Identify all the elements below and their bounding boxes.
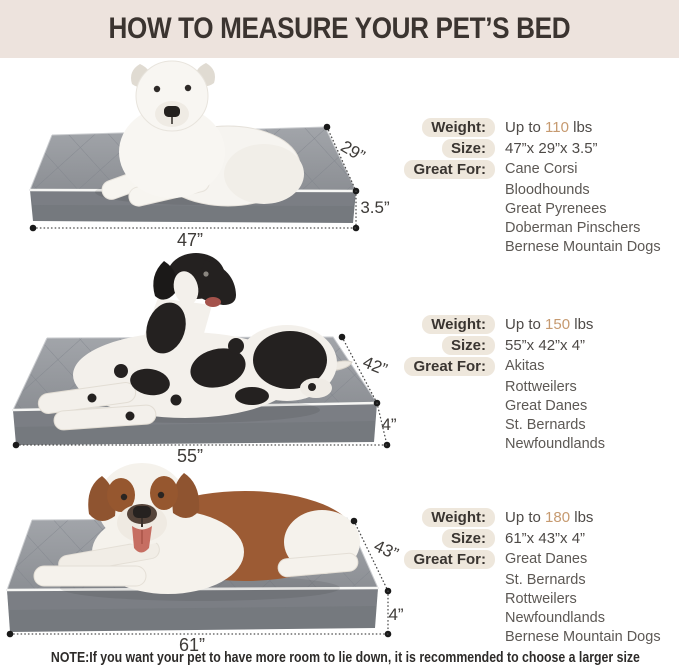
great-for-row: Great For: Cane Corsi: [404, 160, 677, 179]
breed-item: Newfoundlands: [505, 436, 605, 452]
weight-row: Weight: Up to 180 lbs: [405, 508, 677, 527]
breed-item: Cane Corsi: [505, 161, 578, 177]
width-dimension-label: 61”: [179, 635, 205, 655]
width-dimension-label: 47”: [177, 230, 203, 250]
info-panel-xxl: Weight: Up to 180 lbs Size: 61”x 43”x 4”…: [404, 508, 677, 647]
page-title: HOW TO MEASURE YOUR PET’S BED: [108, 12, 571, 45]
dog-graphic-great-dane: [37, 253, 353, 431]
great-for-label: Great For:: [404, 357, 495, 376]
thickness-dimension-label: 4”: [388, 605, 403, 624]
great-for-row: Great For: Great Danes: [404, 550, 677, 569]
size-note: NOTE:If you want your pet to have more r…: [50, 650, 640, 666]
weight-label: Weight:: [422, 118, 495, 137]
breed-item: Great Danes: [505, 551, 588, 567]
info-panel-large: Weight: Up to 110 lbs Size: 47”x 29”x 3.…: [404, 118, 677, 257]
weight-prefix: Up to: [505, 119, 546, 136]
breed-item: Bernese Mountain Dogs: [505, 239, 661, 255]
breed-item: Bernese Mountain Dogs: [505, 629, 661, 645]
size-row: Size: 55”x 42”x 4”: [405, 336, 677, 355]
weight-suffix: lbs: [570, 316, 594, 333]
breed-item: Doberman Pinschers: [505, 220, 641, 236]
title-bar: HOW TO MEASURE YOUR PET’S BED: [0, 0, 679, 58]
depth-dimension-label: 42”: [360, 352, 390, 379]
size-value: 55”x 42”x 4”: [505, 337, 586, 354]
breed-item: Great Danes: [505, 398, 588, 414]
weight-value: Up to 150 lbs: [505, 315, 593, 334]
weight-prefix: Up to: [505, 509, 546, 526]
weight-prefix: Up to: [505, 316, 546, 333]
weight-suffix: lbs: [568, 119, 593, 136]
weight-label: Weight:: [422, 508, 495, 527]
size-label: Size:: [441, 139, 495, 158]
weight-value: Up to 180 lbs: [505, 508, 593, 527]
depth-dimension-label: 43”: [371, 536, 401, 563]
weight-row: Weight: Up to 150 lbs: [405, 315, 677, 334]
dog-graphic-white-dog: [95, 60, 304, 207]
thickness-dimension-label: 4”: [381, 415, 396, 434]
weight-label: Weight:: [422, 315, 495, 334]
breed-item: Rottweilers: [505, 591, 577, 607]
bed-illustration-large: 29” 3.5” 47”: [29, 60, 390, 250]
thickness-dimension-label: 3.5”: [360, 198, 390, 217]
bed-illustration-xl: 42” 4” 55”: [12, 253, 397, 465]
weight-row: Weight: Up to 110 lbs: [405, 118, 677, 137]
info-panel-xl: Weight: Up to 150 lbs Size: 55”x 42”x 4”…: [404, 315, 677, 454]
breed-item: Akitas: [505, 358, 545, 374]
great-for-label: Great For:: [404, 160, 495, 179]
breed-item: Newfoundlands: [505, 610, 605, 626]
weight-number: 150: [545, 316, 571, 333]
weight-value: Up to 110 lbs: [505, 118, 592, 137]
bed-illustration-xxl: 43” 4” 61”: [6, 463, 404, 655]
size-value: 47”x 29”x 3.5”: [505, 140, 598, 157]
width-dimension-label: 55”: [177, 446, 203, 465]
breed-item: Bloodhounds: [505, 182, 590, 198]
great-for-row: Great For: Akitas: [404, 357, 677, 376]
breed-item: St. Bernards: [505, 417, 586, 433]
weight-suffix: lbs: [570, 509, 594, 526]
dog-graphic-saint-bernard: [33, 463, 360, 601]
size-value: 61”x 43”x 4”: [505, 530, 586, 547]
dimension-annotations: 43” 4” 61”: [6, 517, 404, 655]
breed-item: Great Pyrenees: [505, 201, 607, 217]
size-label: Size:: [441, 336, 495, 355]
size-row: Size: 47”x 29”x 3.5”: [405, 139, 677, 158]
breed-item: Rottweilers: [505, 379, 577, 395]
great-for-label: Great For:: [404, 550, 495, 569]
weight-number: 180: [545, 509, 571, 526]
size-row: Size: 61”x 43”x 4”: [405, 529, 677, 548]
size-label: Size:: [441, 529, 495, 548]
weight-number: 110: [545, 119, 569, 136]
breed-item: St. Bernards: [505, 572, 586, 588]
